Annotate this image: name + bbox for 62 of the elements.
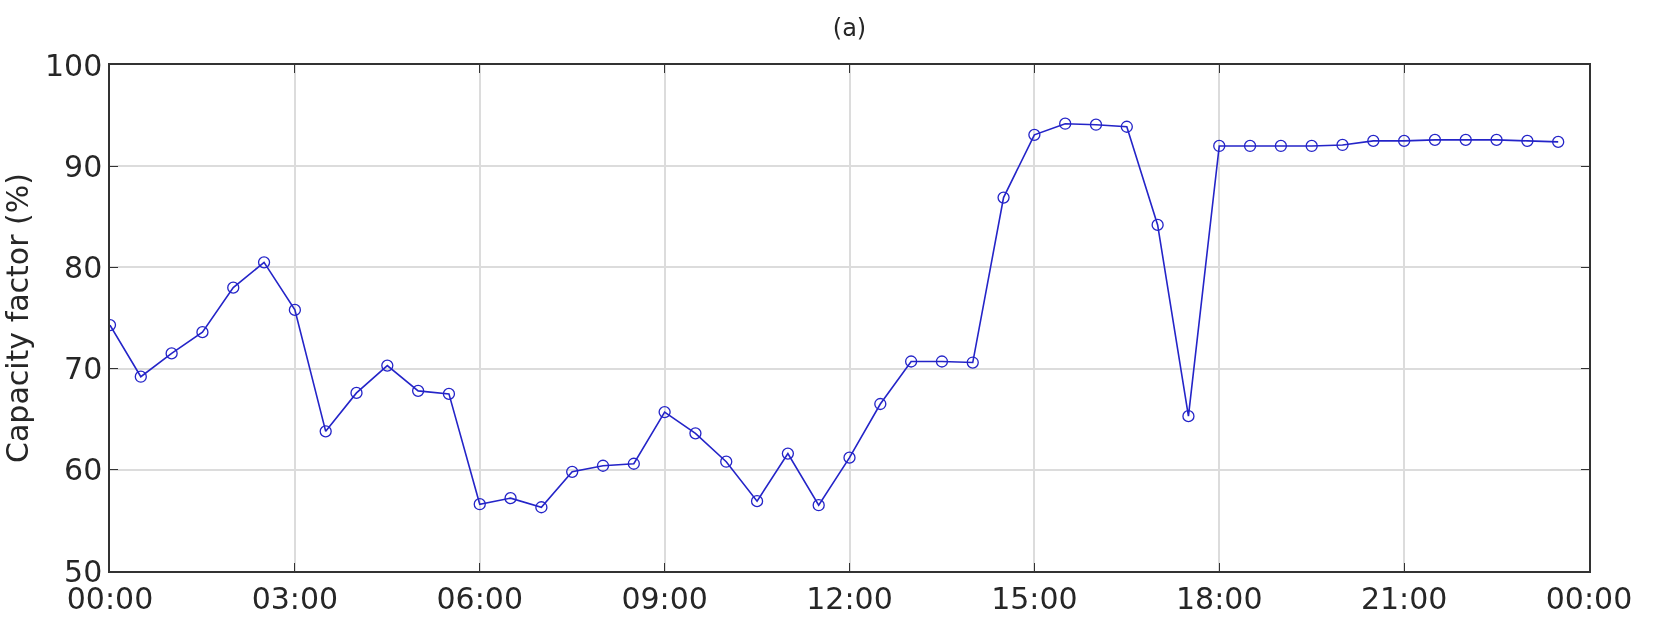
point: [504, 491, 517, 505]
point: [750, 495, 764, 508]
point: [165, 347, 178, 360]
y-tick-label: 60: [64, 452, 103, 488]
point: [319, 425, 332, 438]
point: [596, 459, 610, 472]
x-tick-label: 03:00: [251, 580, 339, 616]
point: [134, 370, 147, 383]
point: [1521, 134, 1534, 148]
point: [1397, 134, 1411, 148]
point: [1459, 133, 1472, 147]
point: [1243, 139, 1257, 153]
y-tick-label: 80: [64, 249, 103, 285]
point: [566, 465, 579, 478]
x-tick-label: 09:00: [621, 580, 708, 616]
point: [627, 457, 640, 470]
y-tick-label: 90: [64, 148, 103, 184]
point: [935, 355, 949, 368]
point: [473, 498, 486, 511]
point: [1428, 133, 1442, 147]
point: [874, 397, 887, 411]
point: [997, 191, 1010, 204]
point: [1059, 117, 1072, 130]
point: [288, 303, 302, 317]
point: [658, 405, 671, 419]
point: [1367, 134, 1380, 148]
point: [381, 359, 394, 372]
point: [1213, 139, 1226, 153]
x-tick-label: 06:00: [436, 580, 523, 616]
x-tick-label: 00:00: [1545, 580, 1633, 616]
x-tick-label: 15:00: [991, 580, 1078, 616]
point: [1336, 138, 1349, 152]
point: [720, 455, 733, 468]
y-tick-label: 70: [64, 351, 103, 387]
point: [1490, 133, 1503, 147]
point: [196, 326, 209, 339]
point: [904, 355, 918, 368]
point: [1274, 139, 1288, 153]
point: [1182, 410, 1195, 423]
y-tick-label: 100: [44, 47, 103, 83]
point: [1120, 120, 1133, 133]
point: [966, 356, 979, 369]
point: [350, 386, 363, 400]
chart-title: (a): [832, 13, 867, 42]
point: [781, 447, 795, 460]
point: [227, 281, 240, 294]
point: [1028, 128, 1041, 141]
point: [689, 427, 702, 440]
point: [257, 256, 271, 269]
point: [1305, 139, 1318, 153]
x-tick-label: 18:00: [1176, 580, 1263, 616]
point: [843, 451, 856, 464]
y-axis-title: Capacity factor (%): [0, 173, 35, 463]
point: [812, 499, 825, 512]
point: [411, 384, 425, 398]
point: [1089, 118, 1103, 131]
x-tick-label: 12:00: [806, 580, 893, 616]
x-tick-label: 21:00: [1360, 580, 1448, 616]
point: [1151, 218, 1164, 232]
point: [442, 387, 456, 401]
point: [1552, 135, 1565, 149]
point: [535, 501, 548, 514]
